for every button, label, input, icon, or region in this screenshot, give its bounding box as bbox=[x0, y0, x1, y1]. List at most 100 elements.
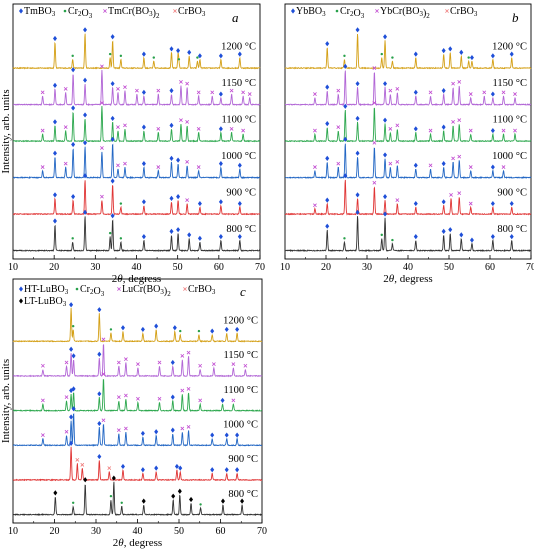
phase-marker bbox=[513, 92, 517, 96]
phase-marker bbox=[325, 84, 330, 90]
phase-marker bbox=[120, 325, 125, 331]
phase-marker bbox=[325, 121, 330, 127]
phase-marker bbox=[235, 467, 240, 473]
phase-marker bbox=[210, 432, 215, 438]
phase-marker bbox=[451, 81, 455, 86]
phase-marker bbox=[123, 357, 128, 362]
phase-marker bbox=[355, 27, 360, 33]
phase-marker bbox=[169, 195, 174, 201]
phase-marker bbox=[52, 35, 57, 42]
phase-marker bbox=[355, 81, 360, 87]
phase-marker bbox=[52, 150, 57, 156]
trace-line bbox=[12, 106, 261, 143]
phase-marker bbox=[237, 233, 242, 240]
phase-marker bbox=[157, 396, 162, 401]
phase-marker bbox=[441, 87, 446, 94]
phase-marker bbox=[187, 232, 192, 238]
phase-marker bbox=[355, 209, 360, 215]
phase-marker bbox=[336, 161, 341, 166]
x-tick-label: 20 bbox=[321, 262, 331, 273]
x-tick-label: 60 bbox=[485, 262, 495, 273]
phase-marker bbox=[83, 112, 88, 118]
phase-marker bbox=[123, 85, 127, 90]
phase-marker bbox=[83, 477, 88, 483]
phase-marker bbox=[69, 302, 74, 308]
phase-marker bbox=[198, 398, 203, 403]
phase-marker bbox=[152, 56, 155, 59]
phase-marker bbox=[198, 363, 203, 368]
phase-marker bbox=[116, 86, 120, 91]
trace-line bbox=[284, 70, 532, 107]
phase-marker bbox=[197, 200, 202, 207]
legend-label: LT-LuBO3 bbox=[24, 296, 67, 308]
phase-marker bbox=[441, 48, 446, 54]
phase-marker bbox=[71, 141, 76, 148]
trace-line bbox=[12, 481, 263, 517]
phase-marker bbox=[325, 155, 330, 161]
temperature-label: 1100 °C bbox=[224, 385, 258, 396]
phase-marker bbox=[170, 359, 175, 366]
phase-marker bbox=[71, 501, 75, 504]
temperature-label: 1200 °C bbox=[221, 41, 256, 52]
phase-marker bbox=[383, 34, 388, 40]
phase-marker bbox=[325, 223, 330, 229]
phase-marker bbox=[197, 235, 202, 241]
legend-marker bbox=[291, 8, 295, 14]
phase-marker bbox=[197, 53, 202, 59]
phase-marker bbox=[441, 199, 446, 205]
phase-marker bbox=[395, 86, 400, 91]
phase-marker bbox=[116, 163, 120, 168]
phase-marker bbox=[220, 397, 225, 404]
legend-marker bbox=[19, 298, 23, 304]
phase-marker bbox=[428, 90, 433, 95]
phase-marker bbox=[490, 233, 495, 240]
phase-marker bbox=[441, 228, 446, 234]
trace-line bbox=[12, 413, 263, 447]
phase-marker bbox=[83, 27, 88, 33]
phase-marker bbox=[123, 123, 127, 128]
phase-marker bbox=[185, 81, 190, 86]
phase-marker bbox=[355, 192, 360, 198]
trace-line bbox=[12, 216, 261, 253]
temperature-label: 800 °C bbox=[497, 224, 527, 235]
phase-marker bbox=[210, 90, 215, 95]
phase-marker bbox=[80, 462, 85, 467]
phase-marker bbox=[224, 326, 229, 333]
phase-marker bbox=[172, 325, 177, 331]
phase-marker bbox=[185, 159, 190, 164]
trace-line bbox=[12, 344, 263, 378]
phase-marker bbox=[109, 328, 113, 331]
phase-marker bbox=[413, 89, 418, 95]
phase-marker bbox=[179, 80, 183, 84]
phase-marker bbox=[179, 329, 182, 333]
trace-line bbox=[284, 216, 532, 253]
phase-marker bbox=[69, 414, 74, 420]
legend-label: CrBO3 bbox=[178, 6, 206, 18]
trace-line bbox=[12, 143, 261, 180]
phase-marker bbox=[343, 103, 348, 109]
temperature-label: 800 °C bbox=[226, 224, 256, 235]
phase-marker bbox=[383, 194, 388, 200]
trace-line bbox=[12, 446, 263, 482]
legend-label: TmCr(BO3)2 bbox=[108, 6, 160, 20]
phase-marker bbox=[372, 180, 377, 185]
phase-marker bbox=[116, 428, 121, 433]
phase-marker bbox=[237, 51, 242, 57]
phase-marker bbox=[71, 386, 76, 392]
panel-c: 10 20 30 40 50 60 70 2θ, degress Intensity, arb.… bbox=[0, 278, 267, 549]
phase-marker bbox=[211, 362, 216, 366]
x-tick-label: 40 bbox=[133, 526, 143, 537]
phase-marker bbox=[119, 237, 123, 240]
phase-marker bbox=[235, 326, 240, 333]
phase-marker bbox=[63, 86, 68, 91]
phase-marker bbox=[469, 54, 474, 61]
phase-marker bbox=[110, 115, 115, 122]
phase-marker bbox=[355, 150, 360, 156]
phase-marker bbox=[501, 90, 506, 95]
temperature-label: 900 °C bbox=[497, 187, 527, 198]
phase-marker bbox=[313, 128, 317, 133]
legend-marker bbox=[183, 287, 187, 291]
phase-marker bbox=[108, 231, 112, 235]
